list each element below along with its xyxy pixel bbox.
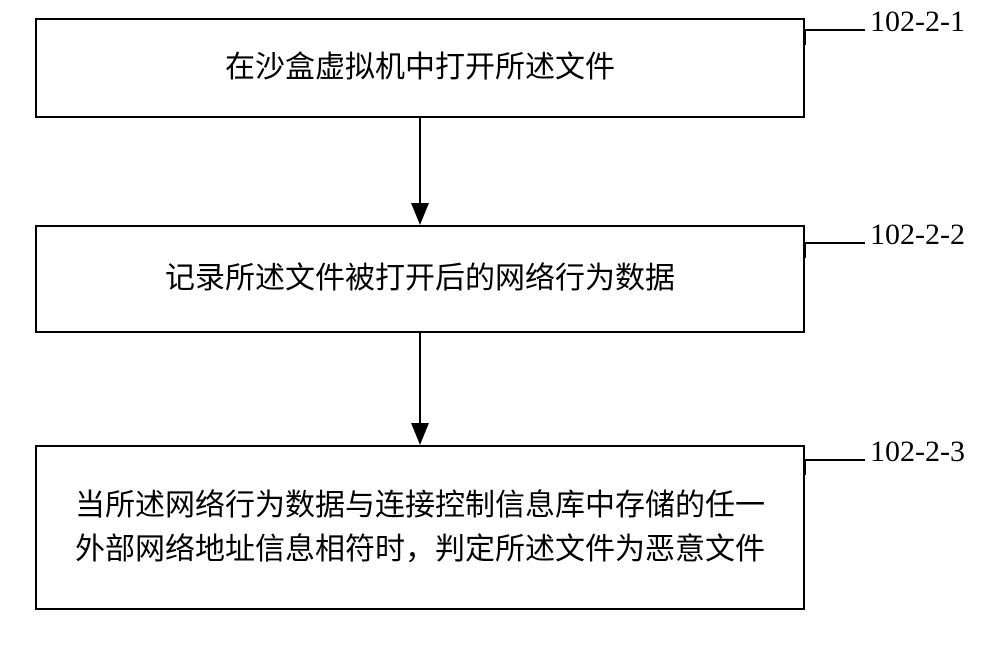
leader-line-2-v <box>804 243 806 258</box>
flow-node-3: 当所述网络行为数据与连接控制信息库中存储的任一外部网络地址信息相符时，判定所述文… <box>35 445 805 610</box>
flow-node-2: 记录所述文件被打开后的网络行为数据 <box>35 225 805 333</box>
arrow-1 <box>400 118 440 225</box>
arrow-2 <box>400 333 440 445</box>
flow-node-1: 在沙盒虚拟机中打开所述文件 <box>35 18 805 118</box>
leader-line-3-v <box>804 460 806 475</box>
label-102-2-3: 102-2-3 <box>870 435 965 469</box>
flow-node-3-text: 当所述网络行为数据与连接控制信息库中存储的任一外部网络地址信息相符时，判定所述文… <box>61 484 779 571</box>
flow-node-2-text: 记录所述文件被打开后的网络行为数据 <box>165 257 675 301</box>
flow-node-1-text: 在沙盒虚拟机中打开所述文件 <box>225 46 615 90</box>
label-102-2-2: 102-2-2 <box>870 218 965 252</box>
leader-line-2-h <box>805 242 865 244</box>
leader-line-3-h <box>805 459 865 461</box>
flowchart-canvas: 在沙盒虚拟机中打开所述文件 记录所述文件被打开后的网络行为数据 当所述网络行为数… <box>0 0 1000 649</box>
leader-line-1-h <box>805 29 865 31</box>
label-102-2-1: 102-2-1 <box>870 5 965 39</box>
leader-line-1-v <box>804 30 806 45</box>
